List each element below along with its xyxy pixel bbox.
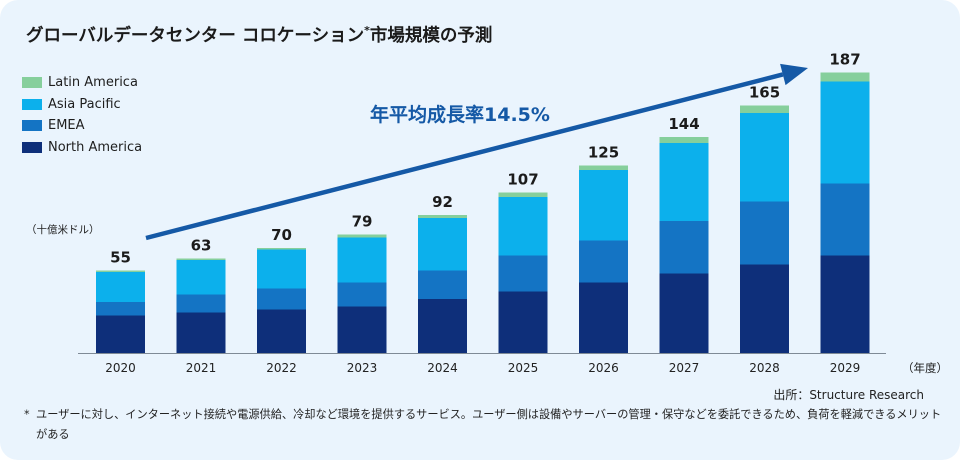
total-label-2024: 92	[432, 193, 453, 211]
bar-north-america-2029	[820, 255, 870, 353]
bar-north-america-2025	[498, 291, 548, 353]
x-tick-label-2025: 2025	[508, 361, 539, 375]
x-tick-label-2027: 2027	[669, 361, 700, 375]
legend: Latin America Asia Pacific EMEA North Am…	[22, 72, 142, 158]
bar-emea-2024	[418, 270, 467, 299]
bar-latin-america-2029	[820, 72, 870, 82]
growth-arrow-head	[780, 63, 808, 86]
bar-emea-2022	[257, 288, 306, 310]
footnote: * ユーザーに対し、インターネット接続や電源供給、冷却など環境を提供するサービス…	[24, 405, 944, 445]
bar-asia-pacific-2023	[337, 237, 387, 283]
bar-asia-pacific-2024	[418, 218, 467, 271]
footnote-text: ユーザーに対し、インターネット接続や電源供給、冷却など環境を提供するサービス。ユ…	[36, 408, 942, 441]
bar-asia-pacific-2028	[740, 113, 789, 202]
chart-title: グローバルデータセンター コロケーション*市場規模の予測	[26, 24, 493, 46]
bar-north-america-2026	[579, 282, 628, 353]
bar-north-america-2021	[176, 312, 226, 353]
source-note: 出所：Structure Research	[773, 388, 924, 402]
total-label-2023: 79	[352, 213, 373, 231]
legend-swatch-asia-pacific	[22, 98, 42, 110]
bar-latin-america-2023	[337, 234, 387, 238]
legend-item-emea: EMEA	[22, 115, 142, 137]
bar-latin-america-2026	[579, 165, 628, 170]
total-label-2021: 63	[191, 237, 212, 255]
x-unit-label: （年度）	[902, 361, 948, 375]
bar-north-america-2024	[418, 299, 467, 353]
legend-swatch-emea	[22, 120, 42, 132]
total-label-2028: 165	[749, 84, 780, 102]
bar-asia-pacific-2021	[176, 260, 226, 295]
bar-asia-pacific-2026	[579, 170, 628, 241]
bar-emea-2026	[579, 240, 628, 283]
bar-asia-pacific-2020	[96, 272, 145, 302]
bar-north-america-2020	[96, 315, 145, 353]
legend-label-latin-america: Latin America	[48, 75, 138, 91]
total-label-2027: 144	[668, 115, 699, 133]
x-tick-label-2029: 2029	[830, 361, 861, 375]
bar-north-america-2027	[659, 273, 709, 353]
bar-latin-america-2027	[659, 137, 709, 143]
bar-latin-america-2025	[498, 192, 548, 197]
x-tick-label-2022: 2022	[266, 361, 297, 375]
x-tick-label-2026: 2026	[588, 361, 619, 375]
total-label-2020: 55	[110, 249, 131, 267]
bar-latin-america-2022	[257, 248, 306, 250]
bar-latin-america-2021	[176, 258, 226, 260]
bar-north-america-2028	[740, 264, 789, 353]
bar-asia-pacific-2022	[257, 249, 306, 289]
bar-asia-pacific-2027	[659, 143, 709, 221]
bar-latin-america-2020	[96, 270, 145, 272]
bar-north-america-2023	[337, 306, 387, 353]
bar-asia-pacific-2025	[498, 197, 548, 256]
x-tick-label-2024: 2024	[427, 361, 458, 375]
bar-emea-2025	[498, 255, 548, 292]
legend-item-asia-pacific: Asia Pacific	[22, 94, 142, 116]
bar-north-america-2022	[257, 309, 306, 353]
legend-label-emea: EMEA	[48, 118, 85, 134]
legend-item-north-america: North America	[22, 137, 142, 159]
bar-emea-2028	[740, 201, 789, 265]
bar-emea-2023	[337, 282, 387, 307]
bar-asia-pacific-2029	[820, 81, 870, 184]
legend-item-latin-america: Latin America	[22, 72, 142, 94]
total-label-2029: 187	[829, 51, 860, 69]
x-tick-label-2021: 2021	[186, 361, 217, 375]
bar-emea-2020	[96, 302, 145, 316]
legend-swatch-latin-america	[22, 77, 42, 89]
legend-label-asia-pacific: Asia Pacific	[48, 96, 121, 112]
x-tick-label-2023: 2023	[347, 361, 378, 375]
legend-label-north-america: North America	[48, 139, 143, 155]
total-label-2022: 70	[271, 226, 292, 244]
bar-emea-2021	[176, 294, 226, 313]
bar-latin-america-2028	[740, 105, 789, 113]
bar-latin-america-2024	[418, 215, 467, 218]
legend-swatch-north-america	[22, 141, 42, 153]
growth-arrow-line	[145, 72, 784, 241]
cagr-label: 年平均成長率14.5%	[370, 104, 550, 126]
x-tick-label-2028: 2028	[749, 361, 780, 375]
footnote-mark: *	[24, 408, 30, 421]
x-tick-label-2020: 2020	[105, 361, 136, 375]
total-label-2026: 125	[588, 144, 619, 162]
bar-emea-2027	[659, 221, 709, 274]
total-label-2025: 107	[507, 171, 538, 189]
y-unit-label: （十億米ドル）	[26, 224, 100, 236]
bar-emea-2029	[820, 183, 870, 256]
